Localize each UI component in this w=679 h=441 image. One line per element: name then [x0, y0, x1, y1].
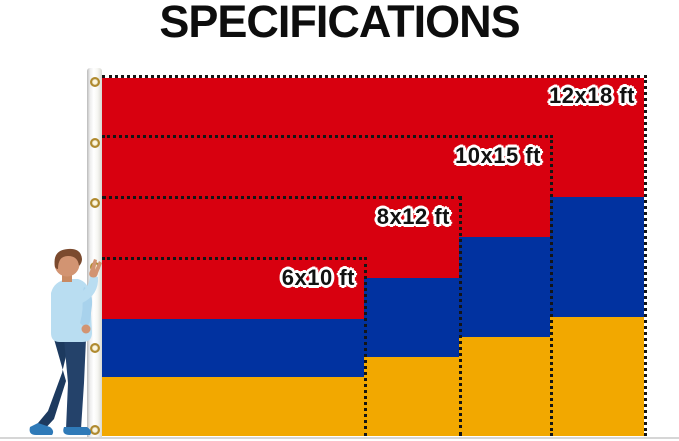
stripe-blue [102, 318, 364, 378]
person-illustration [29, 248, 102, 435]
size-label-6x10: 6x10 ft [281, 265, 355, 290]
grommet-icon [90, 198, 100, 208]
grommet-icon [90, 138, 100, 148]
stripe-red [102, 260, 364, 319]
floor-line [0, 437, 679, 439]
size-label-10x15: 10x15 ft [455, 143, 541, 168]
size-label-8x12: 8x12 ft [376, 204, 450, 229]
grommet-icon [90, 343, 100, 353]
flag-size-6x10: 6x10 ft [102, 257, 367, 437]
grommet-icon [90, 77, 100, 87]
size-label-12x18: 12x18 ft [549, 83, 635, 108]
page-title: SPECIFICATIONS [159, 0, 520, 47]
stripe-orange [102, 377, 364, 437]
grommet-icon [90, 425, 100, 435]
